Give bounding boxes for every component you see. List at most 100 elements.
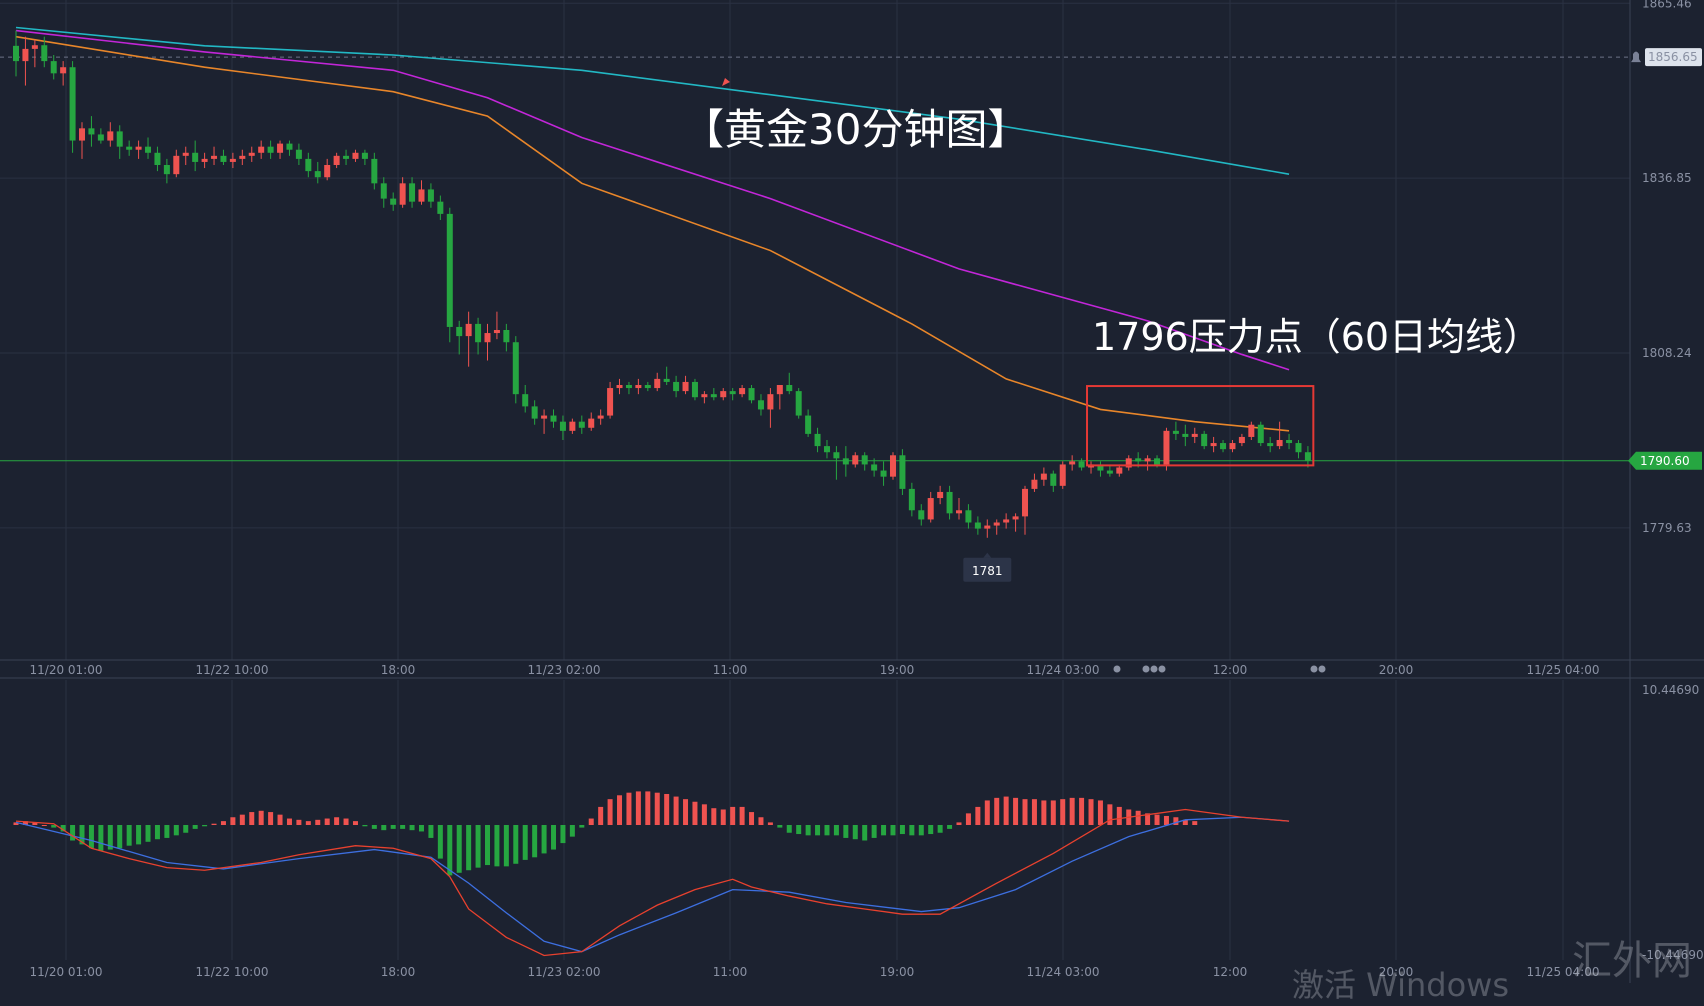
navigation-dots-icon xyxy=(1310,665,1326,673)
candle-body xyxy=(182,152,189,156)
candle xyxy=(1267,436,1274,453)
navigation-dots-icon xyxy=(1113,665,1121,673)
candle xyxy=(691,378,698,401)
macd-histogram-bar xyxy=(334,817,340,825)
candle xyxy=(295,143,302,165)
candle xyxy=(1238,433,1245,447)
price-time-tick: 20:00 xyxy=(1379,663,1414,677)
candle-body xyxy=(305,158,312,172)
macd-time-tick: 18:00 xyxy=(381,965,416,979)
macd-histogram-bar xyxy=(711,808,717,825)
candle xyxy=(493,311,500,340)
candle-body xyxy=(22,48,29,62)
candle xyxy=(814,427,821,453)
macd-histogram-bar xyxy=(749,812,755,825)
candle xyxy=(97,128,104,144)
candle-body xyxy=(673,381,680,392)
candle xyxy=(465,311,472,367)
candle xyxy=(597,409,604,425)
macd-histogram-bar xyxy=(994,797,1000,825)
candle xyxy=(522,385,529,413)
chart-svg: 1856.65 1865.46 1836.85 1808.24 1779.63 1790.… xyxy=(0,0,1704,983)
macd-histogram-bar xyxy=(522,825,528,860)
candle-body xyxy=(88,128,95,135)
candle xyxy=(88,116,95,147)
low-marker-arrow xyxy=(983,552,992,558)
candle xyxy=(173,149,180,178)
macd-histogram-bar xyxy=(202,825,208,827)
candle xyxy=(343,149,350,165)
candle-body xyxy=(1163,430,1170,465)
candle xyxy=(871,458,878,477)
macd-time-tick: 11/22 10:00 xyxy=(196,965,269,979)
candle-body xyxy=(823,446,830,453)
candle-body xyxy=(1172,430,1179,434)
candle-body xyxy=(229,158,236,162)
macd-histogram-bar xyxy=(617,795,623,825)
macd-histogram-bar xyxy=(843,825,849,838)
candle-body xyxy=(60,67,67,74)
macd-histogram-bar xyxy=(701,804,707,825)
candle xyxy=(41,36,48,68)
candle xyxy=(390,192,397,211)
candle xyxy=(786,372,793,395)
candle xyxy=(1276,421,1283,450)
macd-histogram-bar xyxy=(277,814,283,825)
macd-histogram-bar xyxy=(315,819,321,825)
candle-body xyxy=(956,510,962,514)
candle-body xyxy=(484,333,491,343)
macd-histogram-bar xyxy=(654,792,660,825)
candle-body xyxy=(984,525,991,529)
macd-histogram-bar xyxy=(60,825,66,832)
candle-body xyxy=(475,323,482,343)
candle-body xyxy=(1248,424,1255,437)
candle xyxy=(267,140,274,159)
macd-time-tick: 20:00 xyxy=(1379,965,1414,979)
candle-body xyxy=(286,143,293,150)
macd-histogram-bar xyxy=(1173,817,1179,825)
candle-body xyxy=(625,385,632,389)
candle-body xyxy=(1257,424,1264,444)
macd-histogram-bar xyxy=(305,821,311,825)
candle-body xyxy=(418,189,425,202)
candle xyxy=(1097,461,1104,477)
candle-body xyxy=(597,415,604,419)
macd-histogram-bar xyxy=(598,806,604,825)
macd-histogram-bar xyxy=(984,800,990,825)
candle-body xyxy=(343,155,350,159)
candle-body xyxy=(173,155,180,175)
candle-body xyxy=(41,45,48,62)
candle xyxy=(446,207,453,343)
candle xyxy=(956,498,962,520)
candle xyxy=(559,415,566,440)
macd-histogram-bar xyxy=(220,821,226,825)
macd-histogram-bar xyxy=(503,825,509,867)
macd-histogram-bar xyxy=(815,825,821,836)
macd-histogram-bar xyxy=(1154,814,1160,825)
macd-histogram-bar xyxy=(1135,810,1141,825)
candle xyxy=(984,519,991,538)
event-marker-icon xyxy=(722,78,730,86)
macd-histogram-bar xyxy=(899,825,905,835)
macd-time-tick: 12:00 xyxy=(1213,965,1248,979)
candle-body xyxy=(1182,433,1189,437)
candle xyxy=(163,158,170,184)
macd-histogram-bar xyxy=(965,813,971,825)
price-axis-tick: 1808.24 xyxy=(1642,346,1692,360)
candle-body xyxy=(437,201,444,214)
candle xyxy=(937,485,944,505)
macd-histogram-bar xyxy=(833,825,839,836)
candle xyxy=(588,412,595,431)
macd-histogram-bar xyxy=(390,825,396,829)
candle xyxy=(531,400,538,425)
candle-body xyxy=(97,134,104,141)
candle-body xyxy=(974,522,981,529)
candle xyxy=(1003,513,1010,529)
candle xyxy=(79,122,86,159)
macd-histogram-bar xyxy=(239,814,245,825)
macd-histogram-bar xyxy=(1145,813,1151,825)
candle-body xyxy=(748,388,755,401)
price-time-tick: 11:00 xyxy=(713,663,748,677)
candle xyxy=(899,449,906,495)
macd-dif-line xyxy=(15,808,1290,957)
